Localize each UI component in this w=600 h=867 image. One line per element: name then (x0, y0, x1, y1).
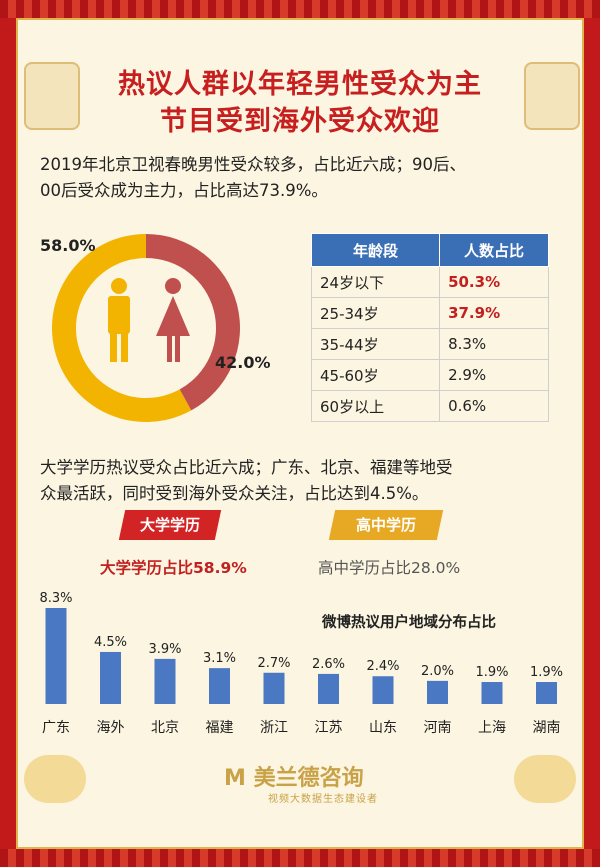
highschool-ribbon-label: 高中学历 (355, 516, 416, 534)
bar-8 (481, 682, 503, 704)
male-pct-label: 58.0% (40, 236, 96, 255)
bar-value-label: 2.6% (312, 657, 345, 672)
pct-cell: 8.3% (439, 328, 549, 360)
gender-donut-chart (52, 234, 241, 422)
age-cell: 24岁以下 (310, 266, 441, 298)
age-table: 年龄段 人数占比 24岁以下 50.3% 25-34岁 37.9% 35-44岁 8.… (310, 233, 549, 422)
top-border (0, 0, 600, 18)
donut-slice-female (146, 234, 241, 411)
pct-cell: 0.6% (439, 390, 549, 422)
region-chart-title: 微博热议用户地域分布占比 (322, 615, 496, 631)
bar-category-label: 北京 (151, 720, 179, 736)
bar-category-label: 海外 (97, 720, 125, 736)
bar-value-label: 1.9% (530, 665, 563, 680)
bar-category-label: 湖南 (533, 720, 561, 736)
bar-9 (536, 682, 557, 704)
bar-value-label: 1.9% (475, 665, 508, 680)
table-row: 35-44岁 8.3% (310, 328, 549, 360)
bar-1 (100, 651, 121, 704)
brand-logo: M 美兰德咨询 (224, 760, 364, 792)
header-pct: 人数占比 (439, 233, 549, 267)
age-cell: 35-44岁 (310, 328, 441, 360)
bar-category-label: 上海 (478, 720, 506, 736)
paragraph-1-line-2: 00后受众成为主力，占比高达73.9%。 (40, 181, 328, 200)
paragraph-2-line-1: 大学学历热议受众占比近六成；广东、北京、福建等地受 (40, 458, 453, 477)
table-row: 25-34岁 37.9% (310, 297, 549, 329)
paragraph-2-line-2: 众最活跃，同时受到海外受众关注，占比达到4.5%。 (40, 484, 429, 503)
age-table-header: 年龄段 人数占比 (310, 233, 549, 267)
region-bar-chart: 8.3% 广东 4.5% 海外 3.9% 北京 3.1% 福建 2.7% 浙江 2.6% 江苏 2.4%… (39, 592, 563, 736)
bar-value-label: 3.9% (148, 642, 181, 657)
bar-6 (372, 676, 394, 704)
logo-tagline: 视频大数据生态建设者 (268, 794, 378, 805)
pct-cell: 2.9% (439, 359, 549, 391)
bar-category-label: 福建 (206, 720, 234, 736)
pct-cell: 50.3% (439, 266, 549, 298)
bar-value-label: 2.4% (366, 659, 399, 674)
lantern-left-icon (24, 62, 80, 130)
paragraph-1-line-1: 2019年北京卫视春晚男性受众较多，占比近六成；90后、 (40, 155, 466, 174)
age-cell: 25-34岁 (310, 297, 441, 329)
bar-category-label: 江苏 (315, 720, 343, 736)
bar-value-label: 2.7% (257, 656, 290, 671)
age-cell: 60岁以上 (310, 390, 441, 422)
donut-slice-male (52, 234, 192, 422)
lantern-right-icon (524, 62, 580, 130)
male-figure-icon (108, 278, 130, 362)
bar-7 (427, 680, 448, 704)
female-figure-icon (156, 278, 190, 362)
age-cell: 45-60岁 (310, 359, 441, 391)
bar-value-label: 3.1% (203, 651, 236, 666)
bar-0 (45, 608, 67, 704)
logo-mark: M (224, 766, 246, 791)
bar-3 (209, 668, 230, 704)
bar-value-label: 4.5% (94, 635, 127, 650)
table-row: 60岁以上 0.6% (310, 390, 549, 422)
title-line-1: 热议人群以年轻男性受众为主 (118, 69, 482, 100)
paragraph-2: 大学学历热议受众占比近六成；广东、北京、福建等地受 众最活跃，同时受到海外受众关… (40, 455, 570, 507)
bar-value-label: 8.3% (39, 592, 72, 606)
bar-4 (263, 672, 285, 704)
title-line-2: 节目受到海外受众欢迎 (160, 106, 440, 137)
bar-value-label: 2.0% (421, 664, 454, 679)
bar-category-label: 浙江 (260, 720, 288, 736)
female-pct-label: 42.0% (215, 353, 271, 372)
bottom-border (0, 849, 600, 867)
university-share-text: 大学学历占比58.9% (100, 559, 247, 577)
logo-name: 美兰德咨询 (253, 766, 364, 791)
table-row: 24岁以下 50.3% (310, 266, 549, 298)
bar-category-label: 河南 (424, 720, 452, 736)
header-age: 年龄段 (310, 233, 441, 267)
pct-cell: 37.9% (439, 297, 549, 329)
pig-left-icon (24, 755, 86, 803)
university-ribbon: 大学学历 (118, 510, 222, 540)
bar-2 (154, 658, 176, 704)
bar-category-label: 山东 (369, 720, 397, 736)
highschool-ribbon: 高中学历 (328, 510, 444, 540)
bar-5 (318, 673, 339, 704)
table-row: 45-60岁 2.9% (310, 359, 549, 391)
university-ribbon-label: 大学学历 (139, 516, 200, 534)
paragraph-1: 2019年北京卫视春晚男性受众较多，占比近六成；90后、 00后受众成为主力，占… (40, 152, 570, 204)
content-panel (16, 18, 584, 849)
pig-right-icon (514, 755, 576, 803)
bar-category-label: 广东 (42, 720, 70, 736)
highschool-share-text: 高中学历占比28.0% (318, 559, 461, 577)
